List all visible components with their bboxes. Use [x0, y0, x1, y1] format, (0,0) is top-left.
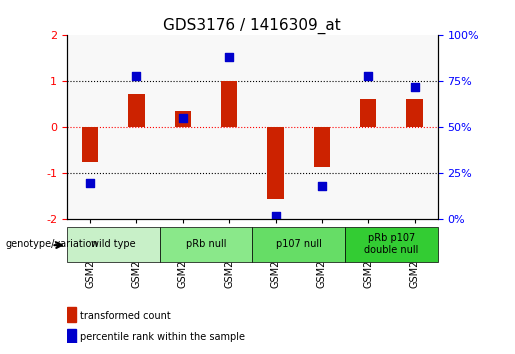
- Point: [364, 73, 372, 79]
- Text: pRb null: pRb null: [186, 239, 226, 249]
- Point: [271, 213, 280, 219]
- Bar: [67, 307, 76, 322]
- Text: transformed count: transformed count: [80, 311, 170, 321]
- Point: [179, 115, 187, 121]
- Text: percentile rank within the sample: percentile rank within the sample: [80, 332, 245, 342]
- Bar: [406, 99, 423, 127]
- Point: [86, 180, 94, 185]
- Bar: [267, 127, 284, 199]
- Text: genotype/variation: genotype/variation: [5, 239, 98, 249]
- Bar: [360, 99, 376, 127]
- Title: GDS3176 / 1416309_at: GDS3176 / 1416309_at: [163, 18, 341, 34]
- FancyBboxPatch shape: [345, 227, 438, 262]
- Text: pRb p107
double null: pRb p107 double null: [364, 233, 419, 255]
- Text: p107 null: p107 null: [276, 239, 322, 249]
- Point: [132, 73, 141, 79]
- FancyBboxPatch shape: [252, 227, 345, 262]
- Point: [225, 55, 233, 60]
- Bar: [82, 127, 98, 162]
- Point: [410, 84, 419, 90]
- FancyBboxPatch shape: [160, 227, 252, 262]
- FancyBboxPatch shape: [67, 227, 160, 262]
- Point: [318, 183, 326, 189]
- Bar: [67, 329, 76, 343]
- Bar: [175, 111, 191, 127]
- Bar: [128, 94, 145, 127]
- Bar: [314, 127, 330, 167]
- Text: wild type: wild type: [91, 239, 135, 249]
- Bar: [221, 81, 237, 127]
